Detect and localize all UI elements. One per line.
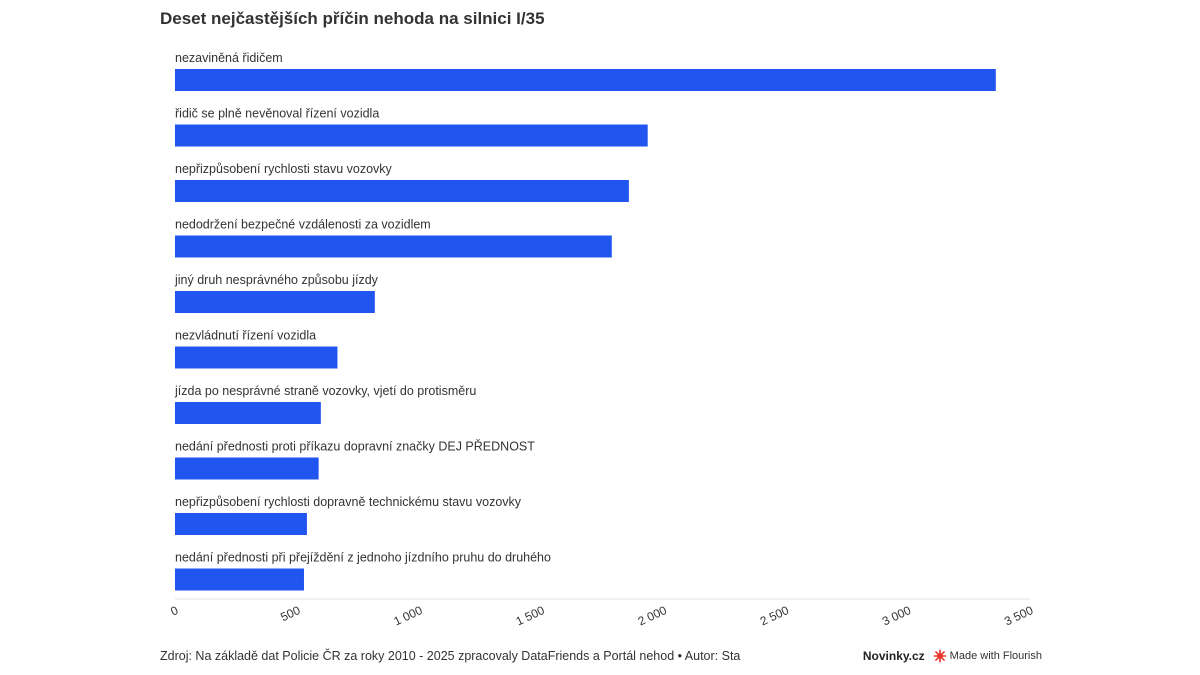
bar-label: jiný druh nesprávného způsobu jízdy	[174, 273, 379, 287]
flourish-icon	[933, 649, 947, 663]
x-tick-label: 2 500	[758, 603, 791, 629]
bar-label: nedání přednosti při přejíždění z jednoh…	[175, 551, 551, 565]
x-tick-label: 500	[278, 603, 302, 624]
bars-layer: nezaviněná řidičem řidič se plně nevěnova…	[174, 51, 996, 591]
x-tick-label: 1 500	[514, 603, 547, 629]
x-tick-label: 3 500	[1002, 603, 1035, 629]
flourish-credit[interactable]: Made with Flourish	[933, 649, 1042, 663]
bar[interactable]	[175, 402, 321, 424]
chart-title: Deset nejčastějších příčin nehoda na sil…	[160, 9, 545, 28]
x-axis-ticks: 0 500 1 000 1 500 2 000 2 500 3 000 3 500	[168, 603, 1035, 629]
x-tick-label: 1 000	[391, 603, 424, 629]
bar[interactable]	[175, 346, 338, 369]
bar[interactable]	[175, 124, 648, 147]
bar[interactable]	[175, 235, 612, 258]
flourish-label: Made with Flourish	[949, 650, 1042, 662]
bar-label: nepřizpůsobení rychlosti stavu vozovky	[175, 162, 393, 176]
bar-label: nezvládnutí řízení vozidla	[175, 329, 316, 343]
bar-label: nedodržení bezpečné vzdálenosti za vozid…	[175, 218, 431, 232]
bar-label: nepřizpůsobení rychlosti dopravně techni…	[175, 495, 522, 509]
bar-label: nezaviněná řidičem	[175, 51, 283, 65]
x-tick-label: 2 000	[636, 603, 669, 629]
bar-label: nedání přednosti proti příkazu dopravní …	[175, 439, 535, 454]
x-tick-label: 3 000	[880, 603, 913, 629]
source-note: Zdroj: Na základě dat Policie ČR za roky…	[160, 649, 741, 663]
novinky-logo[interactable]: Novinky.cz	[862, 649, 925, 663]
bar[interactable]	[175, 180, 629, 202]
bar[interactable]	[175, 69, 996, 91]
bar[interactable]	[175, 513, 307, 535]
bar-label: řidič se plně nevěnoval řízení vozidla	[175, 107, 379, 121]
bar[interactable]	[175, 457, 319, 480]
bar-label: jízda po nesprávné straně vozovky, vjetí…	[174, 384, 476, 398]
bar[interactable]	[175, 568, 304, 591]
bar[interactable]	[175, 291, 375, 313]
x-tick-label: 0	[168, 603, 180, 619]
footer-brands: Novinky.cz Made with Flourish	[863, 649, 1042, 663]
